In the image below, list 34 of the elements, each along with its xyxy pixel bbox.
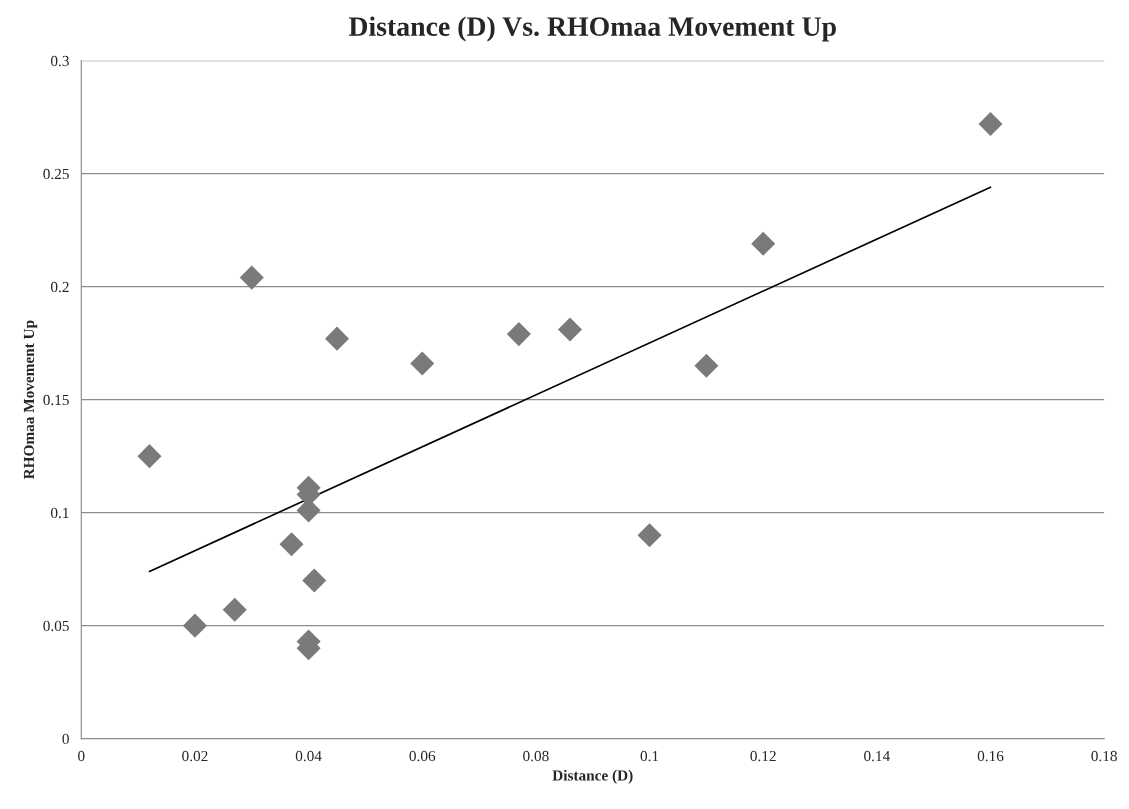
x-tick-label: 0.14 — [864, 750, 890, 762]
point — [637, 523, 662, 548]
x-tick-label: 0.08 — [523, 750, 549, 762]
point — [324, 326, 350, 351]
x-axis-title: Distance (D) — [552, 769, 633, 784]
y-tick-label: 0.25 — [43, 168, 69, 180]
chart-title: Distance (D) Vs. RHOmaa Movement Up — [348, 16, 836, 42]
point — [978, 111, 1003, 136]
y-tick-label: 0.1 — [50, 507, 69, 519]
point — [506, 322, 531, 347]
y-tick-label: 0.2 — [50, 281, 69, 293]
point — [410, 351, 435, 376]
point — [279, 532, 304, 557]
x-tick-label: 0.06 — [409, 750, 436, 762]
point — [137, 444, 162, 469]
x-tick-label: 0.18 — [1091, 750, 1117, 762]
y-tick-label: 0 — [62, 733, 69, 745]
point — [222, 597, 247, 622]
x-tick-label: 0.04 — [295, 750, 322, 762]
x-tick-label: 0.12 — [750, 750, 776, 762]
point — [302, 568, 327, 593]
x-tick-label: 0.16 — [977, 750, 1004, 762]
y-tick-label: 0.15 — [43, 394, 69, 406]
x-tick-label: 0.02 — [182, 750, 208, 762]
point — [694, 353, 719, 378]
point — [557, 317, 583, 342]
y-tick-label: 0.3 — [50, 55, 69, 67]
point — [182, 613, 207, 638]
y-axis-title: RHOmaa Movement Up — [23, 320, 38, 480]
point — [751, 231, 776, 256]
y-tick-label: 0.05 — [43, 620, 69, 632]
point — [239, 265, 264, 290]
x-tick-label: 0.1 — [640, 750, 659, 762]
x-tick-label: 0 — [78, 750, 85, 762]
